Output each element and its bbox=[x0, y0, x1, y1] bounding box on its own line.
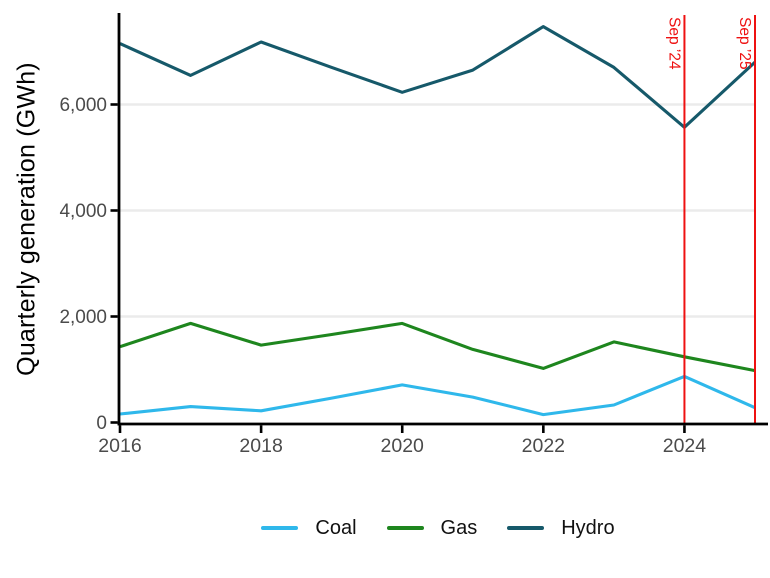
legend-label-hydro: Hydro bbox=[561, 516, 615, 539]
y-tick-label: 4,000 bbox=[59, 201, 107, 222]
legend-item-coal: Coal bbox=[261, 516, 357, 540]
hydro-line-swatch bbox=[507, 526, 545, 530]
gas-line bbox=[119, 321, 756, 373]
legend: Coal Gas Hydro bbox=[120, 511, 756, 545]
x-tick-label: 2018 bbox=[239, 435, 282, 457]
hydro-line bbox=[119, 25, 757, 129]
legend-item-hydro: Hydro bbox=[507, 516, 615, 540]
y-tick-label: 2,000 bbox=[59, 307, 107, 328]
legend-item-gas: Gas bbox=[386, 516, 478, 540]
legend-label-gas: Gas bbox=[440, 516, 478, 539]
x-tick-label: 2020 bbox=[381, 435, 425, 457]
x-tick-label: 2022 bbox=[522, 435, 565, 457]
reference-line-label: Sep ’24 bbox=[665, 17, 682, 70]
x-tick-label: 2016 bbox=[98, 435, 141, 457]
reference-line-label: Sep ’25 bbox=[736, 17, 753, 70]
y-axis-title: Quarterly generation (GWh) bbox=[12, 62, 41, 376]
legend-label-coal: Coal bbox=[315, 516, 357, 539]
coal-line-swatch bbox=[261, 526, 299, 530]
coal-line bbox=[119, 374, 756, 417]
y-tick-label: 0 bbox=[96, 413, 107, 434]
gas-line-swatch bbox=[386, 526, 424, 530]
y-tick-label: 6,000 bbox=[59, 95, 107, 116]
x-tick-label: 2024 bbox=[663, 435, 707, 457]
